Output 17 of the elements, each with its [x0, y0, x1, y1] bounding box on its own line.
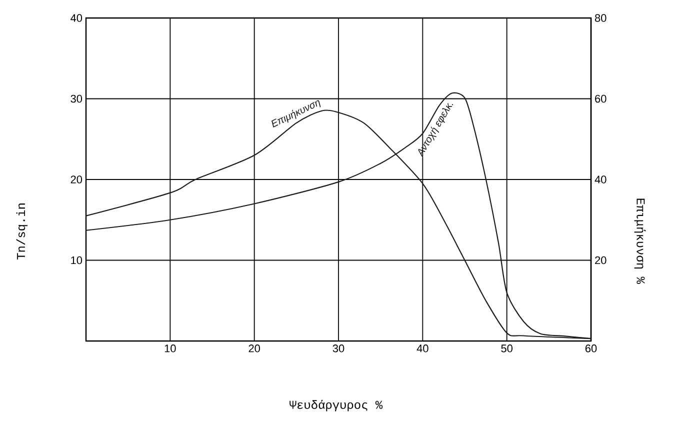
x-axis-title: Ψευδάργυρος %	[290, 400, 383, 412]
x-tick-label: 10	[164, 344, 176, 352]
y-tick-label: 20	[70, 176, 82, 184]
y2-tick-label: 20	[595, 256, 606, 264]
y-tick-label: 30	[70, 94, 82, 103]
x-tick-label: 40	[416, 344, 428, 352]
y2-tick-label: 40	[594, 176, 606, 184]
y2-tick-label: 60	[595, 94, 606, 103]
y2-tick-label: 80	[594, 14, 606, 22]
y-axis-title: Tn/sq.in	[16, 204, 28, 260]
x-tick-label: 30	[332, 344, 344, 352]
y2-axis-title: Επιμήκυνση %	[634, 198, 646, 284]
x-tick-label: 20	[248, 344, 260, 352]
y-tick-label: 40	[70, 14, 82, 22]
y-tick-label: 10	[71, 256, 82, 264]
x-tick-label: 60	[585, 344, 597, 352]
x-tick-label: 50	[501, 344, 512, 352]
